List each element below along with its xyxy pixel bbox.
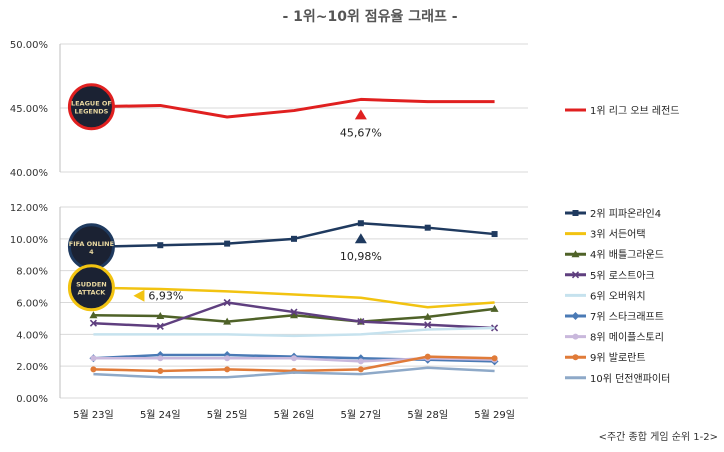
annotation-label: 45,67% xyxy=(340,126,382,139)
annotation-label: 6,93% xyxy=(148,290,183,303)
legend-marker xyxy=(572,333,579,340)
logo-text-panel-bottom-0: FIFA ONLINE xyxy=(69,240,114,248)
data-point-9위-발로란트 xyxy=(224,366,231,373)
logo-text-panel-top-0-b: LEGENDS xyxy=(74,108,108,116)
series-line-2위-피파온라인4 xyxy=(93,221,495,249)
data-point-4위-배틀그라운드 xyxy=(290,311,298,319)
legend-marker xyxy=(571,250,580,258)
series-line-10위-던전앤파이터 xyxy=(93,366,495,379)
x-tick-label: 5월 25일 xyxy=(207,409,248,421)
data-point-4위-배틀그라운드 xyxy=(223,317,232,325)
data-point-2위-피파온라인4 xyxy=(357,220,364,227)
data-point-9위-발로란트 xyxy=(357,366,364,373)
legend-label: 10위 던전앤파이터 xyxy=(590,372,670,385)
data-point-9위-발로란트 xyxy=(491,355,498,362)
data-point-2위-피파온라인4 xyxy=(491,231,498,238)
data-point-4위-배틀그라운드 xyxy=(490,304,499,312)
logo-text-panel-bottom-1-b: ATTACK xyxy=(77,289,106,297)
data-point-4위-배틀그라운드 xyxy=(423,312,432,320)
data-point-4위-배틀그라운드 xyxy=(156,312,165,320)
data-point-5위-로스트아크 xyxy=(89,319,97,327)
legend-label: 8위 메이플스토리 xyxy=(590,331,664,344)
logo-text-panel-bottom-0-b: 4 xyxy=(89,248,94,256)
legend-top: 1위 리그 오브 레전드 xyxy=(565,104,680,117)
y-tick-label: 45.00% xyxy=(10,104,48,115)
y-tick-label: 50.00% xyxy=(10,40,48,51)
data-point-9위-발로란트 xyxy=(424,353,431,360)
logo-badge-panel-bottom-1 xyxy=(67,264,115,312)
legend-marker xyxy=(571,312,580,320)
y-tick-label: 6.00% xyxy=(16,299,48,310)
legend-marker xyxy=(572,354,579,361)
legend-label: 5위 로스트아크 xyxy=(590,269,655,282)
chart-title: - 1위~10위 점유율 그래프 - xyxy=(282,8,457,25)
data-point-5위-로스트아크 xyxy=(223,298,231,307)
legend-marker xyxy=(572,210,579,216)
annotation-label: 10,98% xyxy=(340,250,382,263)
data-point-8위-메이플스토리 xyxy=(90,355,97,362)
legend-label: 7위 스타크래프트 xyxy=(590,310,664,323)
logo-text-panel-bottom-1: SUDDEN xyxy=(76,281,107,289)
y-tick-label: 40.00% xyxy=(10,168,48,179)
x-tick-label: 5월 24일 xyxy=(140,409,181,421)
legend-label: 4위 배틀그라운드 xyxy=(590,248,664,261)
y-tick-label: 4.00% xyxy=(16,330,48,341)
data-point-5위-로스트아크 xyxy=(424,321,432,329)
data-point-5위-로스트아크 xyxy=(290,308,298,316)
source-note: <주간 종합 게임 순위 1-2> xyxy=(599,430,718,443)
logo-text-panel-top-0: LEAGUE OF xyxy=(71,100,112,108)
legend-label: 3위 서든어택 xyxy=(590,228,646,241)
data-point-2위-피파온라인4 xyxy=(224,240,231,247)
annotation-marker xyxy=(133,289,145,302)
bottom-panel: 0.00% 2.00% 4.00% 6.00% 8.00% 10.00% 12.00% FIF… xyxy=(10,203,528,421)
data-point-2위-피파온라인4 xyxy=(424,224,431,231)
data-point-8위-메이플스토리 xyxy=(157,355,164,362)
x-tick-label: 5월 29일 xyxy=(474,409,515,421)
x-tick-label: 5월 26일 xyxy=(274,409,315,421)
data-point-2위-피파온라인4 xyxy=(157,242,164,249)
data-point-4위-배틀그라운드 xyxy=(89,311,98,319)
legend-label: 9위 발로란트 xyxy=(590,351,646,364)
data-point-2위-피파온라인4 xyxy=(291,235,297,242)
legend-label: 2위 피파온라인4 xyxy=(590,207,661,220)
data-point-5위-로스트아크 xyxy=(357,318,365,326)
legend-label: 1위 리그 오브 레전드 xyxy=(590,104,680,117)
data-point-9위-발로란트 xyxy=(157,367,164,374)
series-line-1위-리그-오브-레전드 xyxy=(93,97,495,119)
x-tick-label: 5월 28일 xyxy=(407,409,448,421)
series-line-6위-오버워치 xyxy=(93,326,495,338)
logo-badge-panel-top-0 xyxy=(67,83,115,131)
x-tick-label: 5월 27일 xyxy=(341,409,382,421)
annotation-marker xyxy=(354,233,367,244)
data-point-8위-메이플스토리 xyxy=(224,355,231,362)
y-tick-label: 2.00% xyxy=(16,362,48,373)
y-tick-label: 0.00% xyxy=(16,394,48,405)
series-line-3위-서든어택 xyxy=(93,286,495,309)
legend-bottom: 2위 피파온라인4 3위 서든어택 4위 배틀그라운드 5위 로스트아크 6위 오버워치… xyxy=(565,207,670,385)
data-point-9위-발로란트 xyxy=(90,366,97,373)
data-point-8위-메이플스토리 xyxy=(357,358,364,365)
data-point-5위-로스트아크 xyxy=(156,322,164,330)
annotation-marker xyxy=(354,109,367,120)
legend-label: 6위 오버워치 xyxy=(590,289,646,302)
data-point-8위-메이플스토리 xyxy=(291,355,297,362)
x-tick-label: 5월 23일 xyxy=(73,409,114,421)
y-tick-label: 8.00% xyxy=(16,267,48,278)
legend-marker xyxy=(571,271,580,279)
y-tick-label: 12.00% xyxy=(10,203,48,214)
y-tick-label: 10.00% xyxy=(10,235,48,246)
